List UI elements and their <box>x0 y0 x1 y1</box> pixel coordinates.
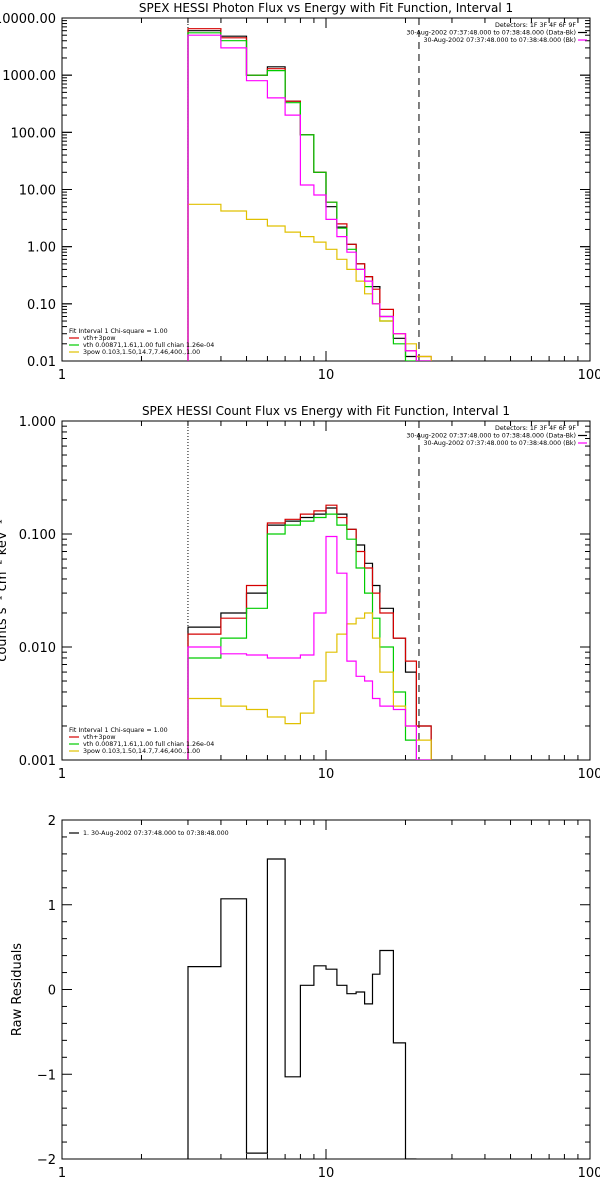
series-group <box>187 858 417 1159</box>
info-line: Detectors: 1F 3F 4F 6F 9F <box>495 425 576 432</box>
legend-label: 3pow 0.103,1.50,14.7,7.46,400.,1.00 <box>83 748 200 755</box>
series-line-3 <box>187 32 432 361</box>
y-tick-label: −2 <box>37 1153 56 1168</box>
legend-label: 1. 30-Aug-2002 07:37:48.000 to 07:38:48.… <box>83 830 229 837</box>
series-line-2 <box>187 28 432 361</box>
y-tick-label: 10000.00 <box>0 12 56 27</box>
y-tick-label: 0.10 <box>27 298 56 313</box>
y-axis-ticks <box>62 420 590 761</box>
y-tick-label: 0.100 <box>19 528 56 543</box>
plot-frame <box>61 819 591 1160</box>
y-tick-label: 0.001 <box>19 754 56 769</box>
legend: Fit Interval 1 Chi-square = 1.00vth+3pow… <box>69 328 214 356</box>
series-line-3 <box>187 513 432 760</box>
legend-label: Fit Interval 1 Chi-square = 1.00 <box>69 328 168 335</box>
y-tick-label: 2 <box>48 814 56 829</box>
legend-label: Fit Interval 1 Chi-square = 1.00 <box>69 727 168 734</box>
chart-title: SPEX HESSI Photon Flux vs Energy with Fi… <box>139 1 513 15</box>
y-tick-label: 0.010 <box>19 641 56 656</box>
chart-panel-1: SPEX HESSI Photon Flux vs Energy with Fi… <box>0 1 600 383</box>
y-tick-label: 0 <box>48 984 56 999</box>
series-line-5 <box>187 34 432 361</box>
legend: 1. 30-Aug-2002 07:37:48.000 to 07:38:48.… <box>69 830 229 837</box>
series-line-2 <box>187 504 432 760</box>
y-tick-label: 1.00 <box>27 241 56 256</box>
y-tick-label: 10.00 <box>19 184 56 199</box>
series-group <box>187 504 432 760</box>
y-tick-label: 1 <box>48 899 56 914</box>
x-tick-label: 100 <box>578 1166 600 1181</box>
series-line-4 <box>187 612 432 760</box>
legend: Fit Interval 1 Chi-square = 1.00vth+3pow… <box>69 727 214 755</box>
x-tick-label: 1 <box>58 1166 66 1181</box>
legend-label: 3pow 0.103,1.50,14.7,7.46,400.,1.00 <box>83 349 200 356</box>
y-axis-label: counts s⁻¹ cm⁻² keV⁻¹ <box>0 519 10 662</box>
y-tick-label: 0.01 <box>27 355 56 370</box>
info-line: 30-Aug-2002 07:37:48.000 to 07:38:48.000… <box>406 433 576 440</box>
x-tick-label: 100 <box>578 368 600 383</box>
y-axis-ticks <box>62 819 590 1160</box>
y-tick-label: −1 <box>37 1068 56 1083</box>
info-line: 30-Aug-2002 07:37:48.000 to 07:38:48.000… <box>423 37 576 44</box>
y-axis-ticks <box>62 17 590 362</box>
chart-panel-2: SPEX HESSI Count Flux vs Energy with Fit… <box>0 404 600 782</box>
x-axis-ticks <box>61 421 591 760</box>
y-axis-label: Raw Residuals <box>10 943 25 1036</box>
series-group <box>187 28 432 361</box>
x-tick-label: 10 <box>318 1166 335 1181</box>
series-line-1 <box>187 507 432 760</box>
x-tick-label: 100 <box>578 767 600 782</box>
x-tick-label: 10 <box>318 368 335 383</box>
x-tick-label: 1 <box>58 368 66 383</box>
x-axis-ticks <box>61 820 591 1159</box>
info-line: Detectors: 1F 3F 4F 6F 9F <box>495 22 576 29</box>
chart-title: SPEX HESSI Count Flux vs Energy with Fit… <box>142 404 510 418</box>
info-line: 30-Aug-2002 07:37:48.000 to 07:38:48.000… <box>423 440 576 447</box>
legend-label: vth 0.00871,1.61,1.00 full chian 1.26e-0… <box>83 741 214 748</box>
legend-label: vth+3pow <box>83 335 115 342</box>
y-tick-label: 1000.00 <box>2 69 56 84</box>
y-tick-label: 100.00 <box>11 126 57 141</box>
series-line-1 <box>187 858 417 1159</box>
series-line-5 <box>187 535 432 760</box>
info-line: 30-Aug-2002 07:37:48.000 to 07:38:48.000… <box>406 30 576 37</box>
y-tick-label: 1.000 <box>19 415 56 430</box>
x-tick-label: 1 <box>58 767 66 782</box>
x-tick-label: 10 <box>318 767 335 782</box>
x-axis-ticks <box>61 18 591 361</box>
series-line-4 <box>187 203 432 361</box>
legend-label: vth 0.00871,1.61,1.00 full chian 1.26e-0… <box>83 342 214 349</box>
series-line-1 <box>187 30 432 361</box>
legend-label: vth+3pow <box>83 734 115 741</box>
